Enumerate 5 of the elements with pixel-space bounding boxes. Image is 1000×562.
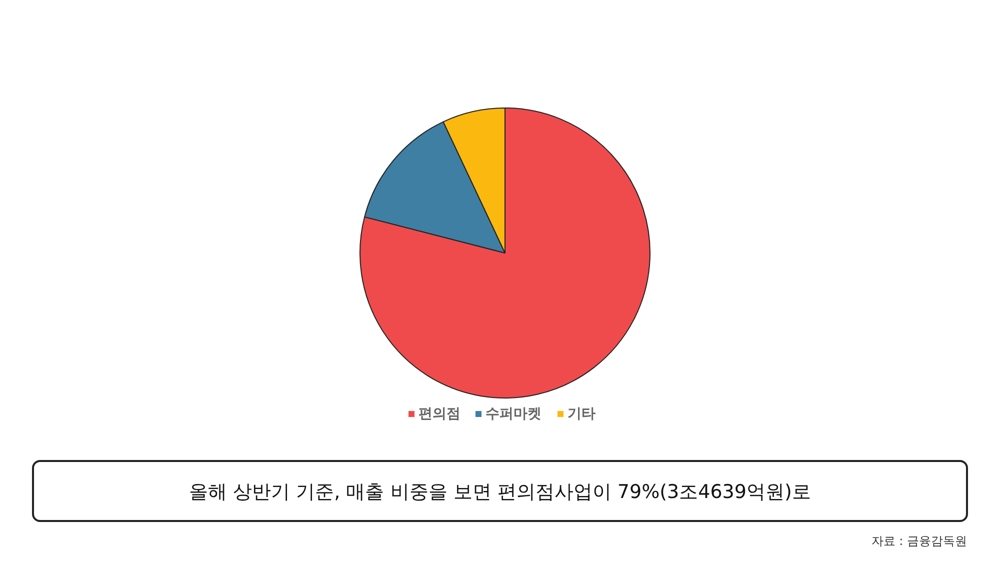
legend-label: 기타 <box>568 406 596 422</box>
text: 올해 상반기 기준, 매출 비중을 보면 편의점사업이 79%(3조4639억원)로 <box>189 481 811 503</box>
legend-label: 수퍼마켓 <box>486 406 542 422</box>
legend-label: 편의점 <box>418 406 460 422</box>
text: 자료 : 금융감독원 <box>871 534 967 548</box>
